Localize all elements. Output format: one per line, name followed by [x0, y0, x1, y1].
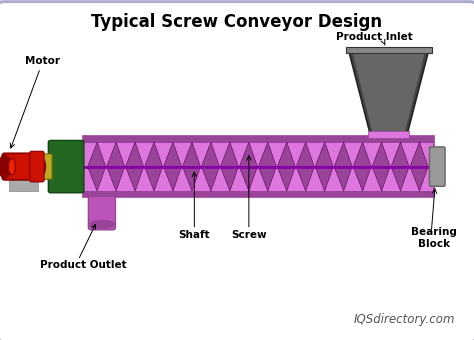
Polygon shape [348, 49, 429, 136]
Polygon shape [353, 142, 371, 167]
Text: Typical Screw Conveyor Design: Typical Screw Conveyor Design [91, 13, 383, 31]
Polygon shape [239, 167, 257, 191]
FancyBboxPatch shape [429, 147, 445, 186]
Polygon shape [182, 142, 201, 167]
Polygon shape [126, 167, 144, 191]
Ellipse shape [9, 158, 16, 175]
Polygon shape [372, 167, 390, 191]
Polygon shape [145, 167, 163, 191]
Polygon shape [296, 167, 314, 191]
Bar [83, 191, 434, 197]
Polygon shape [201, 142, 219, 167]
Polygon shape [220, 142, 238, 167]
Polygon shape [391, 142, 409, 167]
Bar [83, 136, 434, 143]
Polygon shape [277, 142, 295, 167]
Ellipse shape [35, 157, 46, 176]
Text: Screw: Screw [231, 230, 267, 240]
Text: Shaft: Shaft [179, 230, 210, 240]
FancyBboxPatch shape [88, 195, 115, 230]
Polygon shape [126, 142, 144, 167]
Polygon shape [220, 167, 238, 191]
Polygon shape [164, 142, 182, 167]
Polygon shape [315, 142, 333, 167]
Polygon shape [334, 142, 352, 167]
Polygon shape [352, 51, 425, 133]
Polygon shape [258, 167, 276, 191]
Bar [83, 136, 434, 197]
Polygon shape [164, 167, 182, 191]
Text: Product Inlet: Product Inlet [336, 32, 413, 42]
Bar [346, 47, 432, 53]
Polygon shape [410, 142, 428, 167]
Polygon shape [145, 142, 163, 167]
FancyBboxPatch shape [39, 154, 52, 179]
Polygon shape [372, 142, 390, 167]
Polygon shape [201, 167, 219, 191]
Text: IQSdirectory.com: IQSdirectory.com [354, 313, 455, 326]
Polygon shape [88, 167, 106, 191]
Polygon shape [315, 167, 333, 191]
Polygon shape [239, 142, 257, 167]
Polygon shape [353, 167, 371, 191]
Text: Product Outlet: Product Outlet [40, 260, 126, 270]
Polygon shape [107, 142, 125, 167]
Ellipse shape [0, 155, 11, 178]
FancyBboxPatch shape [2, 153, 43, 180]
Polygon shape [410, 167, 428, 191]
Polygon shape [334, 167, 352, 191]
Text: Motor: Motor [25, 56, 60, 66]
Polygon shape [88, 142, 106, 167]
Text: Bearing
Block: Bearing Block [411, 227, 456, 249]
Polygon shape [296, 142, 314, 167]
Polygon shape [182, 167, 201, 191]
Polygon shape [258, 142, 276, 167]
FancyBboxPatch shape [30, 151, 44, 182]
Bar [368, 131, 409, 138]
Ellipse shape [89, 220, 115, 229]
Polygon shape [391, 167, 409, 191]
FancyBboxPatch shape [48, 140, 84, 193]
Polygon shape [277, 167, 295, 191]
FancyBboxPatch shape [9, 178, 38, 191]
Polygon shape [107, 167, 125, 191]
